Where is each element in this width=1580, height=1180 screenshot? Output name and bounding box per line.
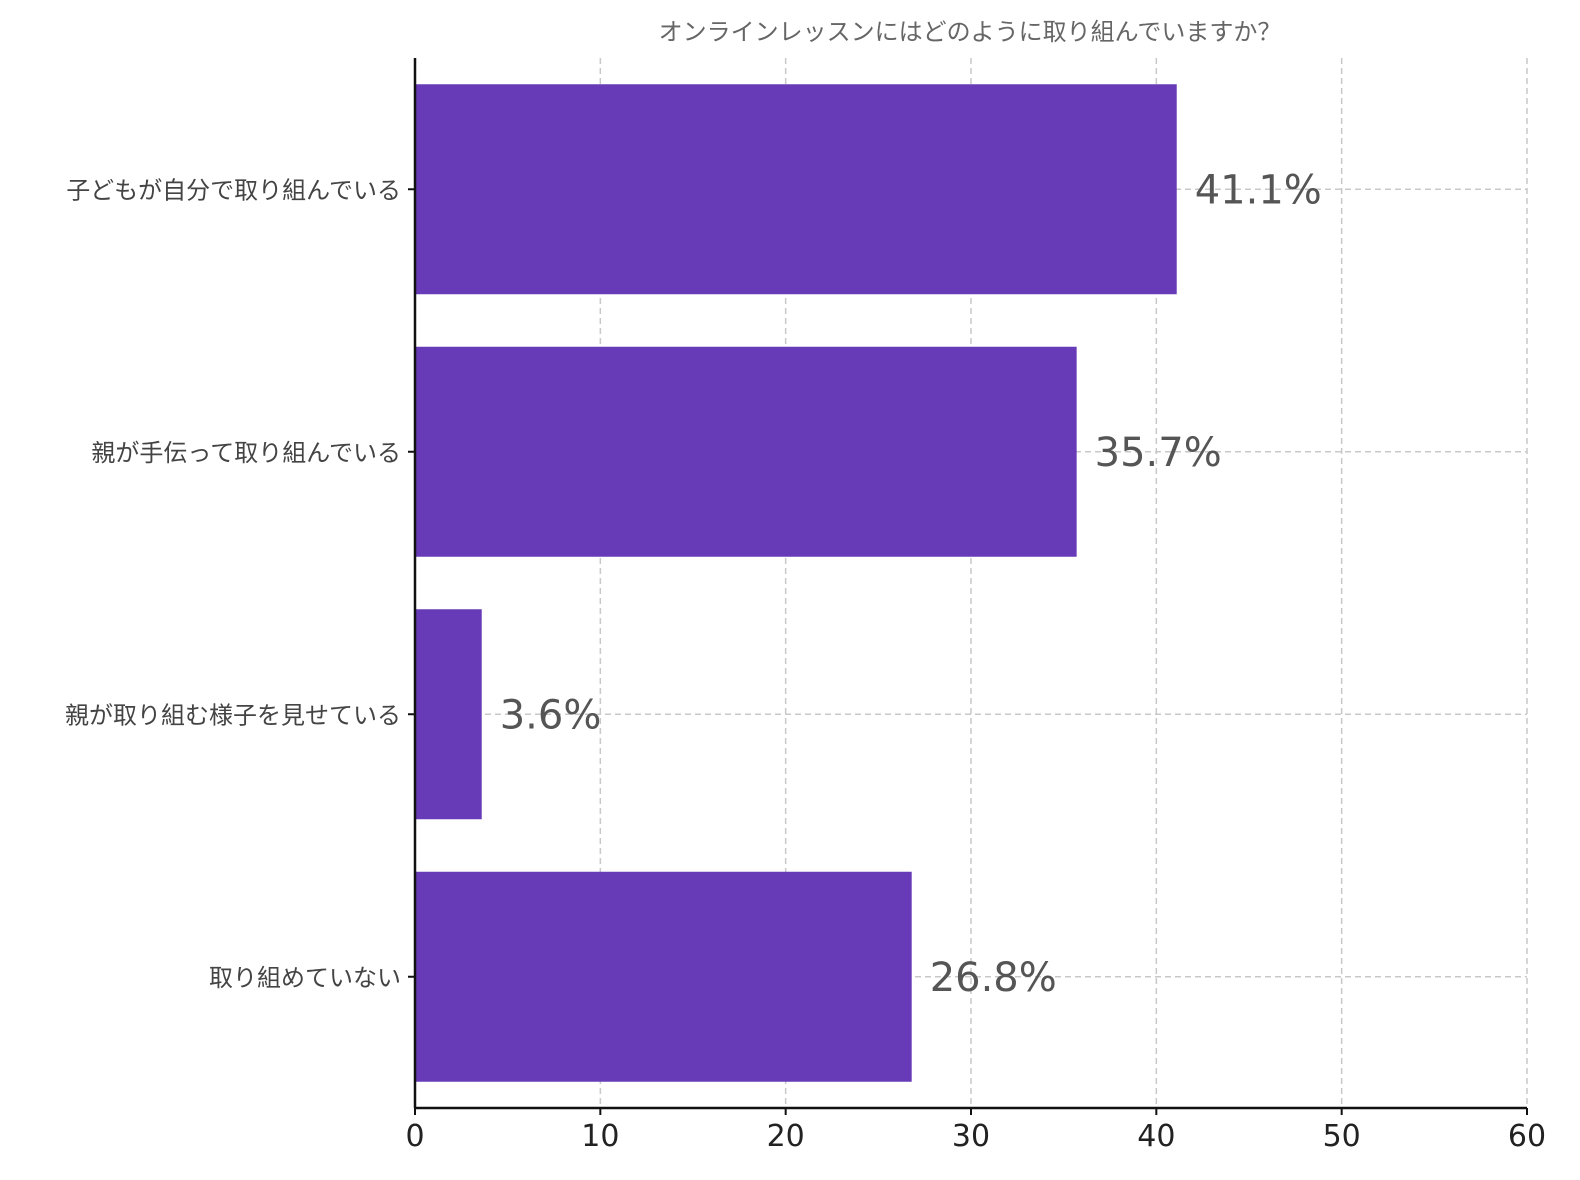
data-label-0: 41.1%	[1195, 167, 1322, 213]
bar-2	[415, 609, 482, 820]
bars	[415, 84, 1177, 1082]
chart-title: オンラインレッスンにはどのように取り組んでいますか？	[659, 18, 1282, 46]
x-tick-label-20: 20	[767, 1119, 805, 1154]
x-tick-label-50: 50	[1323, 1119, 1361, 1154]
category-label-1: 親が手伝って取り組んでいる	[91, 439, 401, 467]
bar-1	[415, 346, 1077, 557]
x-tick-label-60: 60	[1508, 1119, 1546, 1154]
category-label-0: 子どもが自分で取り組んでいる	[66, 176, 401, 204]
x-tick-label-0: 0	[405, 1119, 424, 1154]
labels: 0 10 20 30 40 50 60 子どもが自分で取り組んでいる 41.1% 親が手伝って取り…	[65, 167, 1546, 1154]
data-label-1: 35.7%	[1095, 430, 1222, 476]
category-label-2: 親が取り組む様子を見せている	[65, 701, 401, 729]
x-tick-label-40: 40	[1137, 1119, 1175, 1154]
x-tick-label-30: 30	[952, 1119, 990, 1154]
data-label-2: 3.6%	[500, 692, 602, 738]
bar-0	[415, 84, 1177, 295]
bar-3	[415, 871, 912, 1082]
axes	[408, 58, 1528, 1115]
data-label-3: 26.8%	[930, 955, 1057, 1001]
category-label-3: 取り組めていない	[209, 964, 401, 992]
x-tick-label-10: 10	[581, 1119, 619, 1154]
